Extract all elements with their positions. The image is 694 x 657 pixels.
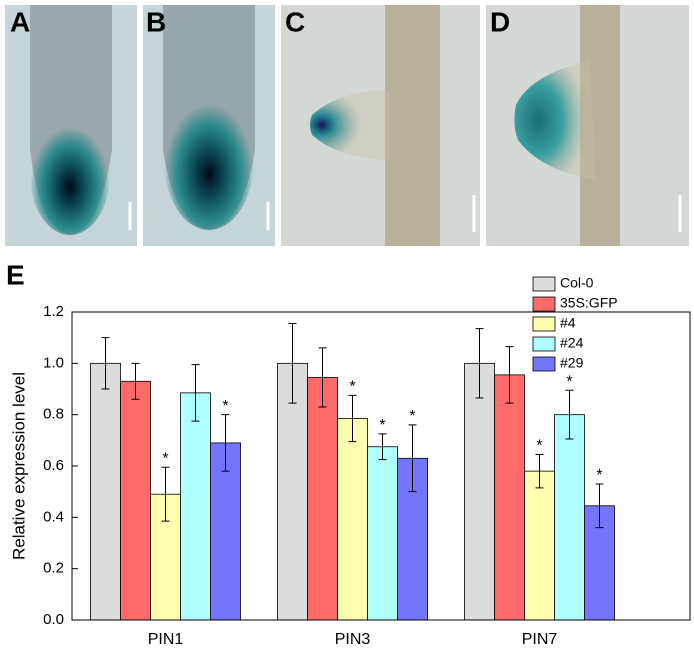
significance-mark: * — [349, 379, 355, 396]
legend-label: Col-0 — [560, 275, 594, 291]
legend-label: 35S:GFP — [560, 295, 618, 311]
bar — [120, 380, 151, 621]
micrographs — [5, 5, 689, 246]
y-axis-label: Relative expression level — [9, 372, 28, 560]
plot-frame — [71, 311, 691, 621]
bar — [367, 446, 398, 621]
error-bar — [378, 433, 387, 461]
legend-label: #24 — [560, 335, 584, 351]
error-bar — [348, 394, 357, 443]
legend-swatch — [532, 356, 556, 372]
x-tick-label: PIN1 — [148, 631, 184, 648]
bar — [277, 362, 308, 621]
legend-label: #29 — [560, 355, 584, 371]
bar — [90, 362, 121, 621]
panel-label: B — [146, 6, 166, 37]
bar — [307, 377, 338, 621]
error-bar — [131, 362, 140, 400]
x-tick-label: PIN3 — [335, 631, 371, 648]
y-tick-label: 0.2 — [43, 560, 64, 577]
error-bar — [595, 483, 604, 529]
y-tick-label: 0.8 — [43, 406, 64, 423]
error-bar — [288, 323, 297, 404]
bar — [464, 362, 495, 621]
legend-swatch — [532, 316, 556, 332]
y-tick-label: 1.2 — [43, 303, 64, 320]
y-tick-label: 0.4 — [43, 508, 64, 525]
error-bar — [221, 414, 230, 472]
x-tick-label: PIN7 — [522, 631, 558, 648]
bar — [494, 374, 525, 621]
significance-mark: * — [596, 467, 602, 484]
error-bar — [101, 337, 110, 390]
significance-mark: * — [566, 374, 572, 391]
significance-mark: * — [222, 398, 228, 415]
panel-label: D — [490, 6, 510, 37]
bar — [524, 470, 555, 621]
bar — [554, 414, 585, 621]
lateral-root — [514, 60, 595, 180]
y-tick-label: 0.0 — [43, 611, 64, 628]
error-bar — [161, 466, 170, 522]
legend-swatch — [532, 336, 556, 352]
bar — [210, 442, 241, 621]
significance-mark: * — [162, 451, 168, 468]
error-bar — [318, 347, 327, 408]
panel-label: E — [6, 259, 25, 290]
legend-swatch — [532, 276, 556, 292]
lateral-root — [310, 90, 390, 160]
bar — [180, 392, 211, 621]
error-bar — [408, 424, 417, 493]
legend-label: #4 — [560, 315, 576, 331]
significance-mark: * — [379, 417, 385, 434]
y-tick-label: 1.0 — [43, 354, 64, 371]
panel-label: C — [285, 6, 305, 37]
gus-stain — [30, 115, 110, 235]
error-bar — [475, 328, 484, 399]
panel-label: A — [10, 6, 30, 37]
bar — [337, 418, 368, 621]
legend-swatch — [532, 296, 556, 312]
significance-mark: * — [409, 408, 415, 425]
error-bar — [505, 346, 514, 404]
error-bar — [565, 389, 574, 440]
error-bar — [191, 364, 200, 422]
y-tick-label: 0.6 — [43, 457, 64, 474]
gus-stain — [164, 90, 254, 230]
significance-mark: * — [536, 438, 542, 455]
error-bar — [535, 453, 544, 489]
primary-root — [385, 5, 440, 246]
